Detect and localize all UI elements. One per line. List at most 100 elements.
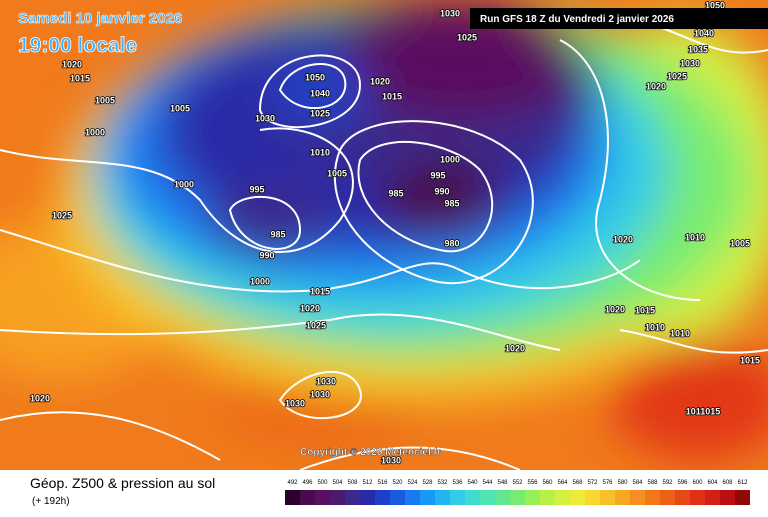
footer-title: Géop. Z500 & pression au sol [30, 475, 215, 491]
isobar-label: 1011015 [686, 406, 721, 416]
forecast-time: 19:00 locale [18, 34, 137, 57]
isobar-label: 1025 [52, 210, 72, 220]
legend-label: 596 [677, 480, 688, 486]
isobar-label: 990 [434, 186, 449, 196]
legend-label: 572 [587, 480, 598, 486]
isobar-label: 980 [444, 238, 459, 248]
run-info: Run GFS 18 Z du Vendredi 2 janvier 2026 [480, 14, 674, 25]
legend-label: 536 [452, 480, 463, 486]
isobar-label: 1030 [381, 455, 401, 465]
legend-swatch [300, 490, 315, 505]
isobar-label: 1030 [440, 8, 460, 18]
isobar-label: 1015 [740, 355, 760, 365]
legend-swatch [450, 490, 465, 505]
isobar-label: 985 [270, 229, 285, 239]
isobar-label: 1035 [688, 44, 708, 54]
legend-swatch [315, 490, 330, 505]
legend-swatch [495, 490, 510, 505]
isobar-label: 1005 [730, 238, 750, 248]
legend-swatch [660, 490, 675, 505]
legend-swatch [540, 490, 555, 505]
isobars [0, 19, 768, 471]
isobar-label: 1050 [305, 72, 325, 82]
legend-swatch [585, 490, 600, 505]
isobar-label: 1050 [705, 0, 725, 10]
isobar-label: 1015 [382, 91, 402, 101]
legend-swatch [525, 490, 540, 505]
isobar-label: 1030 [680, 58, 700, 68]
legend-label: 492 [287, 480, 298, 486]
legend-swatch [615, 490, 630, 505]
isobar-label: 1020 [300, 303, 320, 313]
isobar-label: 1020 [370, 76, 390, 86]
legend-swatch [675, 490, 690, 505]
legend-label: 528 [422, 480, 433, 486]
isobar-label: 1020 [62, 59, 82, 69]
legend-swatch [330, 490, 345, 505]
isobar-label: 1030 [285, 398, 305, 408]
legend: 492 496 500 504 508 512 516 520 524 528 532 536 540 5… [285, 480, 750, 505]
isobar-label: 1025 [667, 71, 687, 81]
legend-label: 556 [527, 480, 538, 486]
legend-label: 592 [662, 480, 673, 486]
legend-label: 532 [437, 480, 448, 486]
isobar-label: 1020 [646, 81, 666, 91]
legend-swatch [360, 490, 375, 505]
isobar-label: 1020 [605, 304, 625, 314]
isobar-label: 1020 [505, 343, 525, 353]
isobar-label: 1015 [70, 73, 90, 83]
legend-label: 568 [572, 480, 583, 486]
isobar-label: 985 [444, 198, 459, 208]
legend-swatch [690, 490, 705, 505]
legend-swatch [285, 490, 300, 505]
isobar-label: 985 [388, 188, 403, 198]
isobar-label: 1040 [310, 88, 330, 98]
legend-swatch [510, 490, 525, 505]
isobar-label: 1020 [30, 393, 50, 403]
legend-label: 504 [332, 480, 343, 486]
legend-label: 608 [722, 480, 733, 486]
isobar-label: 1015 [310, 286, 330, 296]
legend-swatch [390, 490, 405, 505]
isobar-label: 1005 [327, 168, 347, 178]
legend-label: 540 [467, 480, 478, 486]
map-field [0, 0, 768, 470]
footer-lead: (+ 192h) [32, 496, 70, 507]
legend-swatch [600, 490, 615, 505]
legend-label: 500 [317, 480, 328, 486]
legend-label: 612 [737, 480, 748, 486]
legend-label: 544 [482, 480, 493, 486]
isobar-label: 1000 [250, 276, 270, 286]
legend-swatch [645, 490, 660, 505]
isobar-labels: 1050 1020 1015 1005 1005 1000 1000 1025 1030 1025… [29, 0, 761, 466]
isobar-label: 1025 [306, 320, 326, 330]
isobar-label: 1010 [685, 232, 705, 242]
legend-swatch [630, 490, 645, 505]
forecast-date: Samedi 10 janvier 2026 [18, 10, 182, 27]
isobar-label: 1030 [310, 389, 330, 399]
isobar-label: 1010 [670, 328, 690, 338]
legend-label: 524 [407, 480, 418, 486]
isobar-label: 1005 [95, 95, 115, 105]
isobar-label: 1010 [645, 322, 665, 332]
isobar-label: 995 [249, 184, 264, 194]
legend-label: 604 [707, 480, 718, 486]
legend-label: 516 [377, 480, 388, 486]
legend-label: 496 [302, 480, 313, 486]
legend-label: 580 [617, 480, 628, 486]
legend-label: 552 [512, 480, 523, 486]
legend-swatch [345, 490, 360, 505]
legend-swatch [720, 490, 735, 505]
legend-swatch [570, 490, 585, 505]
isobar-label: 1000 [85, 127, 105, 137]
isobar-label: 1000 [440, 154, 460, 164]
legend-swatch [405, 490, 420, 505]
isobar-label: 1005 [170, 103, 190, 113]
isobar-label: 1030 [255, 113, 275, 123]
legend-label: 508 [347, 480, 358, 486]
legend-label: 576 [602, 480, 613, 486]
isobar-label: 1030 [316, 376, 336, 386]
legend-label: 548 [497, 480, 508, 486]
isobar-label: 1025 [310, 108, 330, 118]
